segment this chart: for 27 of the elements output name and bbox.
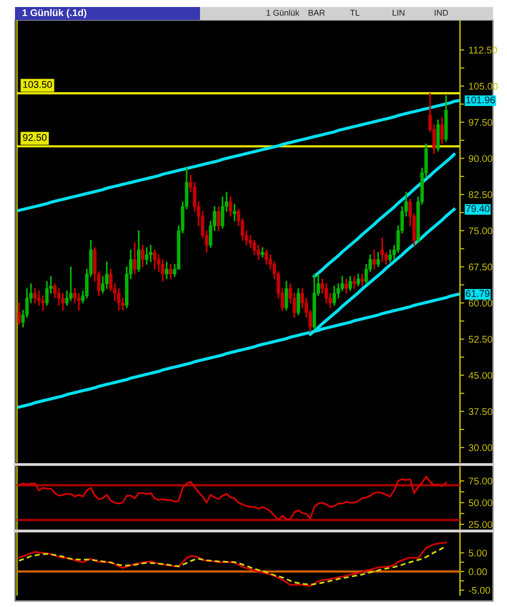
text: 1 Günlük xyxy=(266,10,300,16)
y-tick-label: 25.00 xyxy=(468,521,492,528)
y-tick-label: 0.00 xyxy=(468,568,487,576)
y-tick-label: 60.00 xyxy=(468,300,492,307)
y-tick-label: 75.00 xyxy=(468,478,492,485)
data-label: 79.40 xyxy=(466,205,490,212)
y-tick-label: -5.00 xyxy=(468,586,490,594)
y-tick-label: 5.00 xyxy=(468,550,487,556)
chart-title: 1 Günlük (.1d) xyxy=(22,8,86,18)
y-tick-label: 75.00 xyxy=(468,227,492,234)
text: LIN xyxy=(392,10,404,16)
y-tick-label: 37.50 xyxy=(468,408,492,416)
y-tick-label: 45.00 xyxy=(468,372,492,379)
y-tick-label: 97.50 xyxy=(468,118,492,126)
y-tick-label: 30.00 xyxy=(468,444,492,452)
y-tick-label: 82.50 xyxy=(468,191,492,198)
y-tick-label: 52.50 xyxy=(468,336,492,343)
text: TL xyxy=(350,10,360,16)
y-tick-label: 90.00 xyxy=(468,155,492,162)
y-tick-label: 50.00 xyxy=(468,499,492,506)
text: IND xyxy=(434,10,448,16)
text: BAR xyxy=(308,10,325,16)
data-label: 61.79 xyxy=(466,290,490,297)
ref-line-label: 103.50 xyxy=(23,81,52,88)
ref-line-label: 92.50 xyxy=(23,134,47,141)
y-tick-label: 67.50 xyxy=(468,264,492,270)
data-label: 101.96 xyxy=(466,96,495,104)
